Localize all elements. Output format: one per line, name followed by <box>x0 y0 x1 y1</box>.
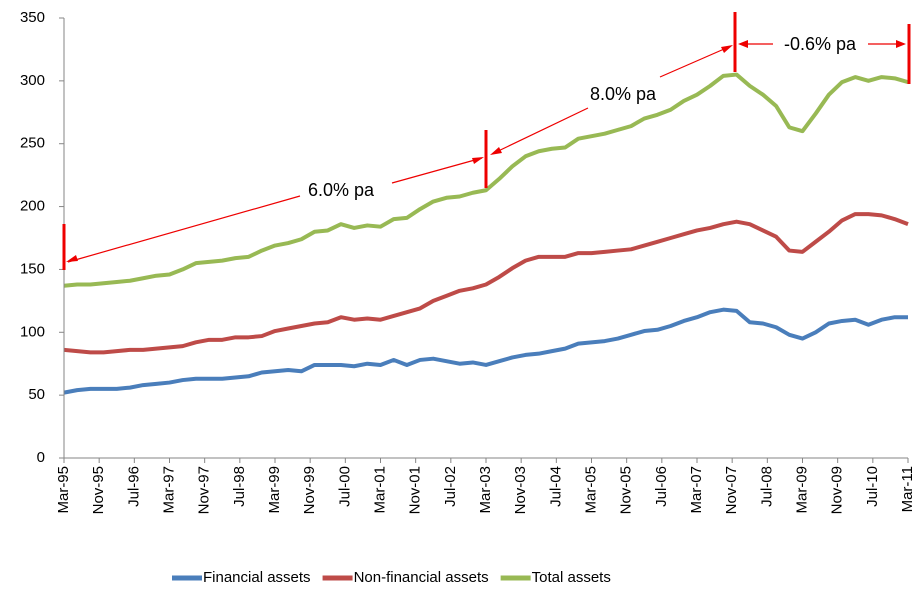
x-tick-label: Mar-01 <box>371 466 388 514</box>
x-tick-label: Jul-00 <box>336 466 353 507</box>
x-tick-label: Nov-99 <box>301 466 318 514</box>
x-tick-label: Mar-97 <box>160 466 177 514</box>
plot: 0 50 100 150 200 250 300 350 Mar-95 Nov-95 Jul-96 M… <box>20 9 915 586</box>
x-tick-label: Nov-09 <box>829 466 846 514</box>
x-tick-label: Nov-05 <box>618 466 635 514</box>
x-tick-label: Jul-10 <box>864 466 881 507</box>
x-tick-label: Mar-95 <box>55 466 72 514</box>
annotation: 8.0% pa <box>590 84 657 104</box>
legend-label: Financial assets <box>203 569 311 586</box>
annotation: 6.0% pa <box>308 180 375 200</box>
y-tick-label: 300 <box>20 72 45 89</box>
x-tick-label: Nov-95 <box>90 466 107 514</box>
x-tick-label: Nov-01 <box>407 466 424 514</box>
x-tick-label: Jul-02 <box>442 466 459 507</box>
annotation: -0.6% pa <box>784 34 857 54</box>
y-tick-label: 50 <box>28 386 45 403</box>
annotation-marks <box>62 12 911 270</box>
y-tick-label: 150 <box>20 260 45 277</box>
legend-label: Total assets <box>532 569 611 586</box>
y-tick-label: 200 <box>20 198 45 215</box>
y-tick-label: 350 <box>20 9 45 26</box>
series-line <box>63 307 908 395</box>
y-tick-label: 0 <box>37 449 45 466</box>
x-tick-label: Mar-99 <box>266 466 283 514</box>
x-tick-label: Mar-11 <box>899 466 915 512</box>
x-tick-label: Nov-97 <box>196 466 213 514</box>
legend-label: Non-financial assets <box>354 569 489 586</box>
series-line <box>63 212 909 355</box>
x-tick-label: Mar-09 <box>793 466 810 514</box>
x-tick-label: Nov-03 <box>512 466 529 514</box>
x-tick-label: Jul-06 <box>653 466 670 507</box>
x-tick-label: Mar-07 <box>688 466 705 514</box>
y-tick-label: 250 <box>20 135 45 152</box>
series-line <box>63 72 909 288</box>
x-tick-label: Jul-04 <box>547 466 564 507</box>
x-tick-label: Jul-96 <box>125 466 142 507</box>
x-tick-label: Jul-98 <box>231 466 248 507</box>
x-tick-label: Jul-08 <box>758 466 775 507</box>
y-tick-label: 100 <box>20 323 45 340</box>
x-tick-label: Mar-03 <box>477 466 494 514</box>
x-tick-label: Mar-05 <box>582 466 599 514</box>
x-tick-label: Nov-07 <box>723 466 740 514</box>
